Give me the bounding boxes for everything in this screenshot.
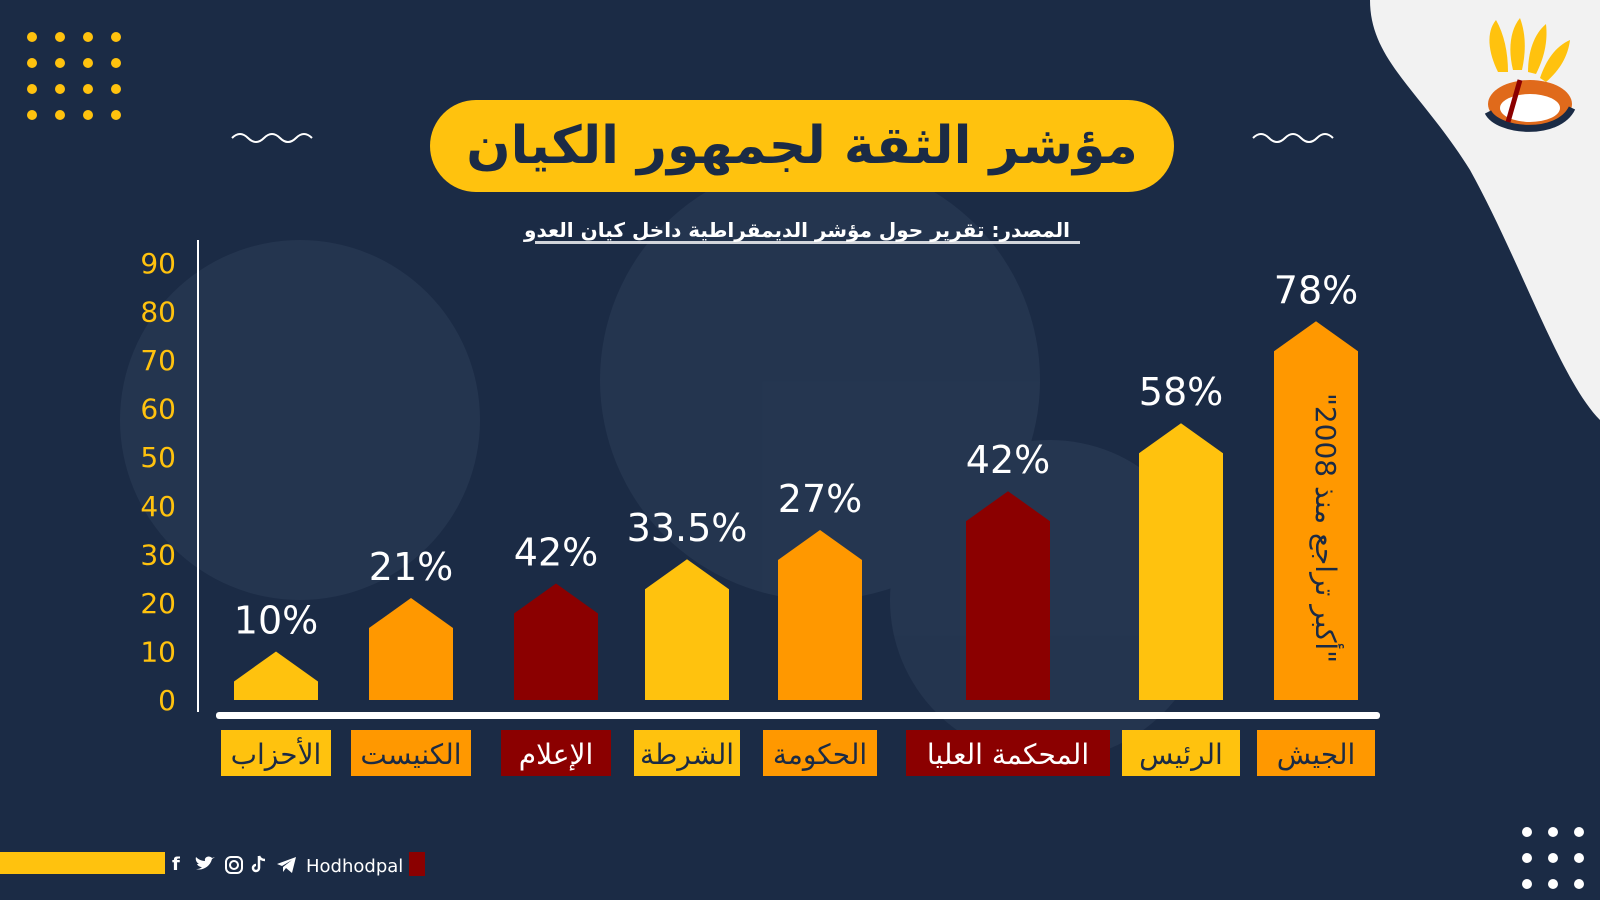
- facebook-icon[interactable]: f: [172, 854, 180, 875]
- category-label: الأحزاب: [231, 736, 322, 771]
- bar-value-label: 10%: [234, 598, 318, 642]
- tiktok-icon[interactable]: [250, 854, 268, 874]
- bar-value-label: 42%: [514, 530, 598, 574]
- instagram-icon[interactable]: [224, 855, 244, 875]
- dot-grid-top-left: [27, 32, 121, 120]
- y-tick-label: 20: [140, 587, 176, 620]
- y-tick-label: 90: [140, 247, 176, 280]
- category-label-box: [634, 730, 740, 776]
- category-label-box: [501, 730, 611, 776]
- dot-grid-bottom-right: [1522, 827, 1584, 889]
- category-label-box: [906, 730, 1110, 776]
- bar-2: [369, 598, 453, 700]
- bar-value-label: 21%: [369, 545, 453, 589]
- bar-value-label: 42%: [966, 438, 1050, 482]
- title-pill: مؤشر الثقة لجمهور الكيان: [430, 100, 1174, 192]
- category-label: الشرطة: [640, 738, 734, 771]
- footer-accent-bar: [0, 852, 165, 874]
- bar-value-label: 27%: [778, 477, 862, 521]
- subtitle-underline: [535, 241, 1080, 244]
- bar-7: [1139, 423, 1223, 700]
- social-handle[interactable]: Hodhodpal: [306, 856, 404, 877]
- bar-1: [234, 651, 318, 700]
- y-tick-label: 40: [140, 490, 176, 523]
- bar-3: [514, 583, 598, 700]
- footer-red-square: [409, 852, 425, 876]
- wave-decoration-right: [1252, 133, 1334, 143]
- category-label: الإعلام: [519, 738, 594, 771]
- bar-5: [778, 530, 862, 700]
- hodhod-logo-icon: [1484, 18, 1576, 132]
- y-tick-label: 50: [140, 441, 176, 474]
- bar-value-label: 78%: [1274, 268, 1358, 312]
- y-tick-label: 30: [140, 538, 176, 571]
- x-axis-baseline: [216, 712, 1380, 719]
- y-tick-label: 70: [140, 344, 176, 377]
- bar-annotation: "أكبر تراجع منذ 2008": [1309, 393, 1345, 663]
- bar-value-label: 58%: [1139, 370, 1223, 414]
- category-label: المحكمة العليا: [927, 738, 1089, 771]
- bar-4: [645, 559, 729, 700]
- bar-8: [1274, 321, 1358, 700]
- y-tick-label: 10: [140, 635, 176, 668]
- chart-subtitle: المصدر: تقرير حول مؤشر الديمقراطية داخل …: [524, 218, 1070, 242]
- telegram-icon[interactable]: [276, 856, 298, 874]
- y-tick-label: 80: [140, 296, 176, 329]
- category-label-box: [351, 730, 471, 776]
- bar-value-label: 33.5%: [627, 506, 748, 550]
- bar-6: [966, 491, 1050, 700]
- twitter-icon[interactable]: [194, 855, 216, 873]
- chart-title: مؤشر الثقة لجمهور الكيان: [466, 116, 1138, 176]
- category-label-box: [763, 730, 877, 776]
- category-label: الكنيست: [360, 738, 461, 771]
- category-label-box: [221, 730, 331, 776]
- category-label-box: [1257, 730, 1375, 776]
- category-label: الحكومة: [773, 738, 867, 771]
- y-tick-label: 60: [140, 393, 176, 426]
- category-label-box: [1122, 730, 1240, 776]
- category-label: الجيش: [1277, 738, 1356, 771]
- y-tick-label: 0: [158, 684, 176, 717]
- category-label: الرئيس: [1139, 738, 1223, 771]
- wave-decoration-left: [231, 133, 313, 143]
